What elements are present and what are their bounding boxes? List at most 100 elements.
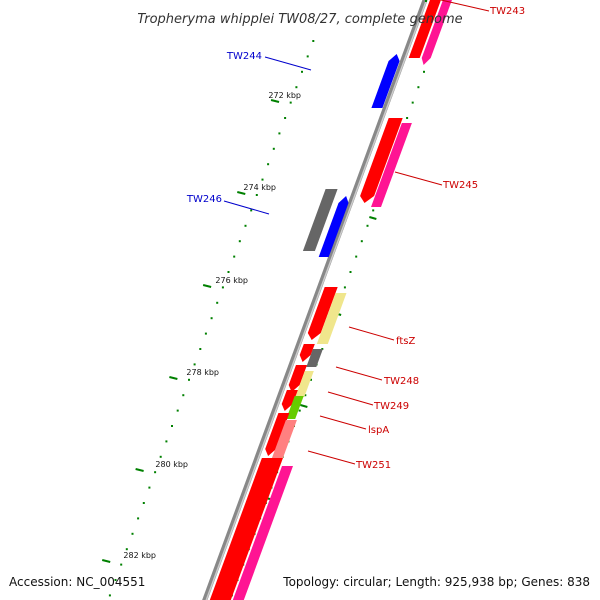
- gene-label-tw249[interactable]: TW249: [373, 401, 409, 412]
- feature-tw251-pink: [269, 420, 297, 466]
- inner-tick-dot: [233, 255, 236, 258]
- kbp-major-tick: [237, 191, 246, 195]
- leader-tw248: [335, 366, 383, 381]
- inner-tick-dot: [154, 471, 157, 474]
- feature-tw246-cds: [318, 196, 349, 257]
- inner-tick-dot: [199, 348, 202, 350]
- outer-tick-dot: [360, 240, 363, 243]
- genome-backbone-highlight: [205, 0, 428, 600]
- leader-tw245: [394, 171, 443, 186]
- outer-tick-dot: [355, 255, 358, 258]
- gene-label-tw243[interactable]: TW243: [489, 6, 525, 17]
- gene-label-tw245[interactable]: TW245: [442, 180, 478, 191]
- feature-tw249-cds: [288, 365, 307, 392]
- leader-tw249: [327, 391, 374, 406]
- inner-tick-dot: [261, 178, 264, 181]
- feature-layer: [101, 0, 490, 600]
- inner-tick-dot: [131, 532, 134, 535]
- inner-tick-dot: [221, 286, 224, 289]
- inner-tick-dot: [120, 563, 123, 566]
- inner-tick-dot: [159, 455, 162, 458]
- inner-tick-dot: [193, 363, 196, 366]
- feature-tw244-cds: [371, 54, 400, 108]
- outer-major-tick: [300, 404, 308, 408]
- leader-lspa: [319, 415, 367, 430]
- inner-tick-dot: [267, 163, 270, 166]
- kbp-label-282: 282 kbp: [123, 551, 156, 560]
- inner-tick-dot: [165, 440, 168, 443]
- kbp-major-tick: [101, 559, 111, 563]
- gene-label-ftsz[interactable]: ftsZ: [396, 336, 415, 347]
- inner-tick-dot: [244, 224, 247, 227]
- inner-tick-dot: [250, 209, 253, 212]
- feature-tw243-cds: [408, 0, 441, 58]
- outer-tick-dot: [310, 378, 312, 381]
- feature-lspa-green: [286, 396, 304, 419]
- genome-backbone: [202, 0, 428, 600]
- leader-ftsz: [348, 326, 395, 341]
- inner-tick-dot: [295, 86, 298, 89]
- accession-text: Accession: NC_004551: [9, 575, 145, 589]
- inner-tick-dot: [114, 579, 117, 581]
- feature-ftsz-yellow: [316, 293, 347, 344]
- inner-tick-dot: [289, 101, 292, 104]
- outer-tick-dot: [423, 70, 425, 73]
- feature-ftsz-cds: [307, 287, 338, 340]
- feature-tw243-rna: [421, 0, 452, 65]
- inner-tick-dot: [278, 132, 281, 135]
- inner-tick-dot: [137, 517, 140, 520]
- inner-tick-dot: [188, 378, 190, 381]
- inner-tick-dot: [148, 486, 151, 489]
- feature-tw248-gray: [306, 349, 323, 367]
- feature-bottom-rna: [232, 466, 293, 600]
- feature-bottom-cds: [209, 458, 283, 600]
- outer-major-tick: [369, 216, 377, 220]
- outer-tick-dot: [417, 86, 420, 89]
- inner-tick-dot: [210, 317, 213, 320]
- outer-tick-dot: [298, 409, 301, 412]
- feature-tw245-cds: [360, 118, 403, 203]
- kbp-label-278: 278 kbp: [186, 368, 219, 377]
- feature-tw251-cds: [265, 413, 290, 456]
- inner-tick-dot: [142, 502, 145, 504]
- gene-label-tw246[interactable]: TW246: [186, 194, 222, 205]
- inner-tick-dot: [306, 55, 309, 58]
- inner-tick-dot: [176, 409, 179, 412]
- gene-label-lspa[interactable]: lspA: [368, 425, 389, 436]
- inner-tick-dot: [125, 548, 128, 551]
- noop: [425, 0, 427, 2]
- inner-tick-dot: [284, 117, 287, 119]
- kbp-label-272: 272 kbp: [268, 91, 301, 100]
- gene-label-tw251[interactable]: TW251: [355, 460, 391, 471]
- gene-label-tw244[interactable]: TW244: [226, 51, 262, 62]
- feature-tw245-rna: [371, 123, 412, 207]
- inner-tick-dot: [301, 70, 303, 73]
- topology-text: Topology: circular; Length: 925,938 bp; …: [282, 575, 590, 589]
- inner-tick-dot: [171, 425, 173, 427]
- inner-tick-dot: [108, 594, 111, 597]
- leader-tw244: [264, 56, 312, 71]
- kbp-label-274: 274 kbp: [243, 183, 276, 192]
- inner-tick-dot: [272, 147, 275, 150]
- inner-tick-dot: [182, 394, 185, 397]
- leader-tw251: [307, 450, 356, 465]
- gene-label-tw248[interactable]: TW248: [383, 376, 419, 387]
- kbp-label-276: 276 kbp: [215, 276, 248, 285]
- outer-tick-dot: [406, 117, 409, 119]
- leader-tw243: [440, 0, 490, 12]
- kbp-major-tick: [202, 284, 212, 288]
- kbp-major-tick: [135, 468, 144, 472]
- feature-lspa-cds: [281, 390, 298, 411]
- inner-tick-dot: [312, 40, 315, 42]
- feature-tw246-gray: [302, 189, 338, 251]
- inner-tick-dot: [204, 332, 207, 335]
- outer-tick-dot: [343, 286, 346, 289]
- leader-tw246: [223, 200, 270, 215]
- inner-tick-dot: [227, 271, 230, 273]
- inner-tick-dot: [238, 240, 241, 243]
- inner-tick-dot: [255, 194, 258, 196]
- feature-tw249-yellow: [295, 371, 314, 397]
- outer-tick-dot: [372, 209, 375, 212]
- outer-tick-dot: [366, 224, 369, 227]
- kbp-major-tick: [270, 99, 280, 103]
